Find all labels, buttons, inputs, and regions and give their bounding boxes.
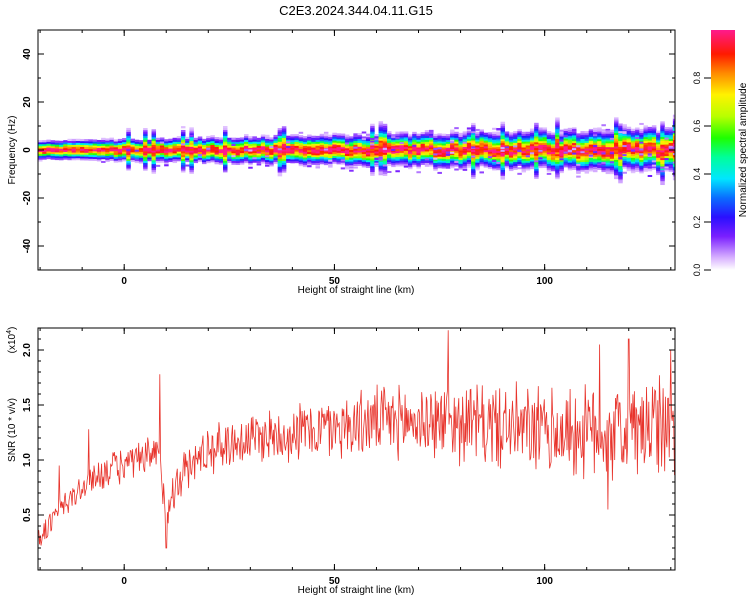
colorbar-tick-label: 0.0	[692, 264, 702, 277]
spectrogram-xtick-label: 100	[536, 276, 553, 287]
snr-ytick-label: 2.0	[22, 343, 33, 357]
snr-x-label: Height of straight line (km)	[298, 585, 415, 596]
colorbar-tick-label: 0.2	[692, 216, 702, 229]
spectrogram-y-label: Frequency (Hz)	[7, 116, 18, 185]
colorbar: 0.0 0.2 0.4 0.6 0.8 Normalized spectral ampl…	[692, 30, 749, 276]
snr-ytick-label: 0.5	[22, 508, 33, 522]
spectrogram-ticks: 0 50 100 -40 -20 0 20 40	[22, 29, 675, 287]
snr-xtick-label: 0	[121, 576, 127, 587]
spectrogram-xtick-label: 50	[329, 276, 341, 287]
spectrogram-panel: 0 50 100 -40 -20 0 20 40 Height of straight lin…	[7, 29, 676, 296]
snr-series-line	[38, 330, 675, 549]
snr-xtick-label: 50	[329, 576, 341, 587]
spectrogram-ytick-label: 40	[22, 48, 33, 60]
snr-panel: 0 50 100 0.5 1.0 1.5 2.0 Height of straight li…	[6, 327, 676, 596]
colorbar-label: Normalized spectral amplitude	[738, 82, 749, 217]
spectrogram-ytick-label: 0	[22, 147, 33, 153]
spectrogram-ytick-label: -40	[22, 238, 33, 253]
snr-ytick-label: 1.0	[22, 453, 33, 467]
snr-frame	[37, 327, 676, 571]
chart-title: C2E3.2024.344.04.11.G15	[279, 3, 433, 18]
snr-ytick-label: 1.5	[22, 398, 33, 412]
colorbar-tick-label: 0.8	[692, 72, 702, 85]
spectrogram-xtick-label: 0	[121, 276, 127, 287]
snr-y-multiplier: (x104)	[6, 327, 18, 354]
colorbar-tick-label: 0.4	[692, 168, 702, 181]
spectrogram-ytick-label: -20	[22, 190, 33, 205]
spectrogram-x-label: Height of straight line (km)	[298, 285, 415, 296]
colorbar-ticks: 0.0 0.2 0.4 0.6 0.8	[692, 72, 711, 277]
colorbar-gradient	[711, 30, 735, 270]
snr-y-label: SNR (10 * v/v)	[7, 398, 18, 462]
spectrogram-ytick-label: 20	[22, 96, 33, 108]
snr-ticks: 0 50 100 0.5 1.0 1.5 2.0	[22, 328, 675, 587]
spectrogram-heatmap	[38, 114, 675, 186]
snr-xtick-label: 100	[536, 576, 553, 587]
colorbar-tick-label: 0.6	[692, 120, 702, 133]
